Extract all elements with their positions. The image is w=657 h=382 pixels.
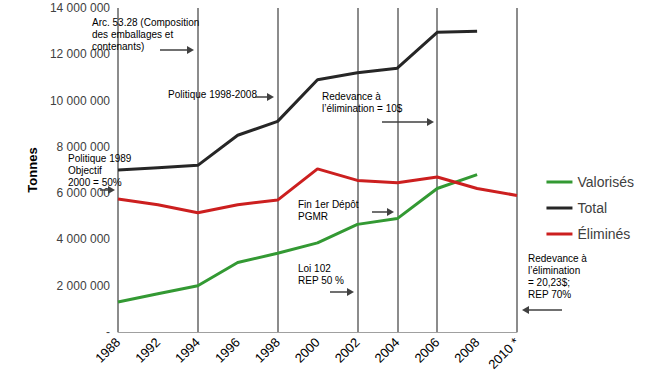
- svg-text:14 000 000: 14 000 000: [50, 1, 110, 15]
- svg-text:2000 = 50%: 2000 = 50%: [68, 177, 122, 188]
- svg-text:2002: 2002: [332, 335, 363, 366]
- svg-text:2010 *: 2010 *: [485, 335, 522, 372]
- svg-text:Arc. 53.28 (Composition: Arc. 53.28 (Composition: [92, 17, 199, 28]
- svg-text:Politique 1989: Politique 1989: [68, 153, 132, 164]
- svg-text:= 20,23$;: = 20,23$;: [528, 277, 570, 288]
- svg-text:8 000 000: 8 000 000: [56, 139, 110, 154]
- svg-text:1988: 1988: [92, 335, 123, 366]
- svg-text:Valorisés: Valorisés: [577, 174, 634, 190]
- svg-text:Redevance à: Redevance à: [528, 253, 587, 264]
- svg-text:2008: 2008: [451, 335, 482, 366]
- svg-text:REP 50 %: REP 50 %: [298, 275, 344, 286]
- svg-text:1998: 1998: [252, 335, 283, 366]
- svg-text:Total: Total: [577, 200, 607, 216]
- svg-text:des emballages et: des emballages et: [92, 29, 173, 40]
- svg-text:REP 70%: REP 70%: [528, 289, 571, 300]
- svg-text:1994: 1994: [172, 335, 203, 366]
- svg-text:Objectif: Objectif: [68, 165, 102, 176]
- svg-text:Loi 102: Loi 102: [298, 263, 331, 274]
- svg-text:Redevance à: Redevance à: [322, 91, 381, 102]
- svg-text:Tonnes: Tonnes: [25, 147, 40, 192]
- svg-text:2006: 2006: [411, 335, 442, 366]
- svg-text:Fin 1er Dépôt: Fin 1er Dépôt: [298, 199, 359, 210]
- svg-text:l’élimination = 10$: l’élimination = 10$: [322, 103, 403, 114]
- svg-text:Politique 1998-2008: Politique 1998-2008: [168, 89, 257, 100]
- svg-text:12 000 000: 12 000 000: [49, 47, 110, 62]
- svg-text:contenants): contenants): [92, 41, 144, 52]
- svg-text:4 000 000: 4 000 000: [57, 232, 111, 246]
- svg-text:2004: 2004: [372, 335, 403, 366]
- svg-text:2 000 000: 2 000 000: [57, 279, 111, 293]
- svg-text:1996: 1996: [212, 335, 243, 366]
- svg-text:l’élimination: l’élimination: [528, 265, 580, 276]
- svg-text:Éliminés: Éliminés: [577, 226, 630, 242]
- svg-text:1992: 1992: [132, 335, 163, 366]
- svg-text:2000: 2000: [292, 335, 323, 366]
- svg-text:PGMR: PGMR: [298, 211, 328, 222]
- svg-text:6 000 000: 6 000 000: [57, 186, 111, 200]
- svg-text:10 000 000: 10 000 000: [50, 94, 110, 108]
